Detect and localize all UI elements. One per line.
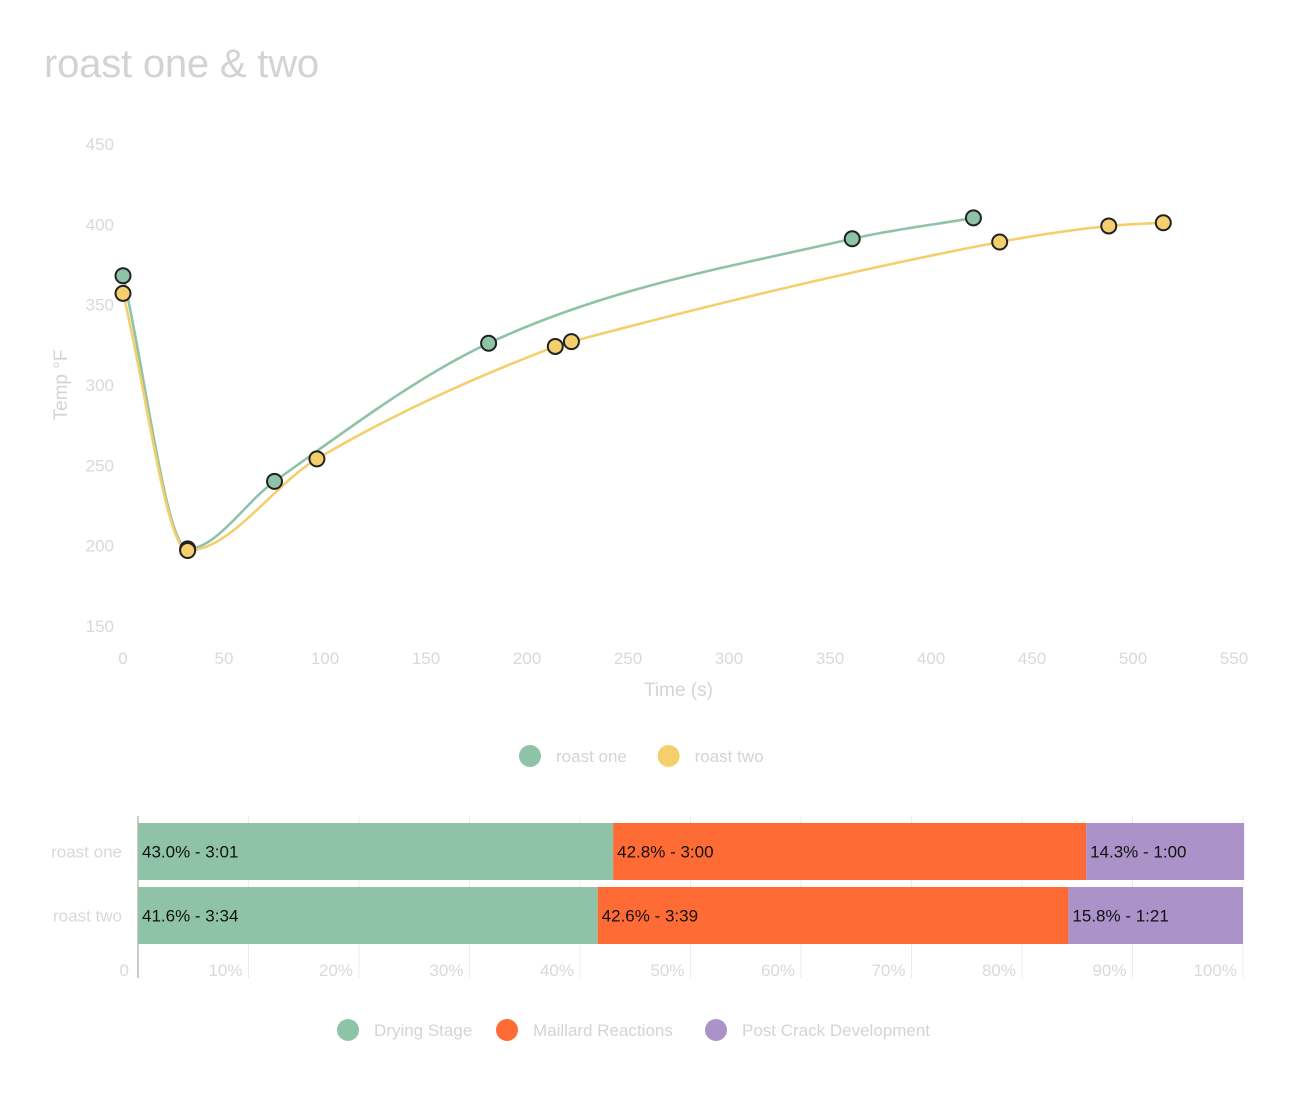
x-tick-label: 550 [1220, 649, 1248, 668]
x-tick-label: 350 [816, 649, 844, 668]
y-tick-label: 450 [86, 135, 114, 154]
x-tick-label: 60% [761, 961, 795, 980]
category-label: roast one [51, 843, 122, 862]
roast-one-point[interactable] [843, 230, 861, 248]
legend-label: roast one [556, 747, 627, 766]
x-tick-label: 0 [118, 649, 127, 668]
x-tick-label: 90% [1092, 961, 1126, 980]
segment-label: 42.8% - 3:00 [617, 843, 713, 862]
chart-title: roast one & two [44, 42, 319, 86]
x-tick-label: 300 [715, 649, 743, 668]
roast-two-point[interactable] [562, 333, 580, 351]
x-tick-label: 0 [120, 961, 129, 980]
y-tick-label: 200 [86, 537, 114, 556]
maillard-reactions-bar[interactable] [597, 887, 1069, 944]
roast-two-point[interactable] [1154, 214, 1172, 232]
y-tick-label: 400 [86, 215, 114, 234]
legend-item-roast-two[interactable]: roast two [657, 745, 764, 767]
drying-stage-bar[interactable] [138, 823, 614, 880]
legend-swatch [519, 745, 541, 767]
legend-swatch [657, 745, 680, 767]
x-tick-label: 100 [311, 649, 339, 668]
roast-two-point[interactable] [114, 284, 132, 302]
roast-two-line [121, 221, 1164, 552]
roast-one-point[interactable] [480, 334, 498, 352]
x-tick-label: 80% [982, 961, 1016, 980]
roast-two-point[interactable] [179, 541, 197, 559]
legend-label: Drying Stage [374, 1021, 472, 1040]
segment-label: 15.8% - 1:21 [1072, 907, 1168, 926]
segment-label: 41.6% - 3:34 [142, 907, 238, 926]
y-tick-label: 350 [86, 296, 114, 315]
roast-one-point[interactable] [114, 267, 132, 285]
legend-item-post-crack-development[interactable]: Post Crack Development [705, 1019, 930, 1041]
x-tick-label: 200 [513, 649, 541, 668]
roast-two-point[interactable] [308, 450, 326, 468]
y-tick-label: 300 [86, 376, 114, 395]
x-tick-label: 10% [208, 961, 242, 980]
drying-stage-bar[interactable] [138, 887, 598, 944]
x-tick-label: 20% [319, 961, 353, 980]
y-tick-label: 150 [86, 617, 114, 636]
x-tick-label: 50 [215, 649, 234, 668]
x-tick-label: 30% [429, 961, 463, 980]
segment-label: 42.6% - 3:39 [602, 907, 698, 926]
legend-swatch [337, 1019, 359, 1041]
roast-one-line [121, 216, 974, 551]
x-tick-label: 50% [650, 961, 684, 980]
legend-label: Post Crack Development [742, 1021, 930, 1040]
x-tick-label: 150 [412, 649, 440, 668]
roast-one-point[interactable] [964, 209, 982, 227]
roast-one-point[interactable] [266, 472, 283, 490]
x-tick-label: 400 [917, 649, 945, 668]
temperature-line-chart: 150 200 250 300 350 400 450 0 50 100 150 200 250 300 3… [51, 135, 1248, 767]
y-axis-title: Temp °F [51, 350, 72, 421]
y-tick-label: 250 [86, 456, 114, 475]
legend-item-roast-one[interactable]: roast one [519, 745, 627, 767]
x-tick-label: 40% [540, 961, 574, 980]
x-tick-label: 250 [614, 649, 642, 668]
x-tick-label: 100% [1194, 961, 1237, 980]
segment-label: 14.3% - 1:00 [1090, 843, 1186, 862]
legend-swatch [705, 1019, 727, 1041]
x-tick-label: 500 [1119, 649, 1147, 668]
category-label: roast two [53, 907, 122, 926]
legend-item-drying-stage[interactable]: Drying Stage [337, 1019, 472, 1041]
legend-label: roast two [695, 747, 764, 766]
roast-two-point[interactable] [991, 233, 1009, 251]
x-tick-label: 70% [871, 961, 905, 980]
maillard-reactions-bar[interactable] [613, 823, 1087, 880]
post-crack-development-bar[interactable] [1068, 887, 1243, 944]
legend-label: Maillard Reactions [533, 1021, 673, 1040]
x-axis-title: Time (s) [644, 680, 713, 701]
legend-item-maillard-reactions[interactable]: Maillard Reactions [496, 1019, 673, 1041]
roast-two-point[interactable] [1100, 217, 1118, 235]
segment-label: 43.0% - 3:01 [142, 843, 238, 862]
legend-swatch [496, 1019, 518, 1041]
post-crack-development-bar[interactable] [1086, 823, 1245, 880]
roast-two-point[interactable] [546, 337, 564, 355]
x-tick-label: 450 [1018, 649, 1046, 668]
